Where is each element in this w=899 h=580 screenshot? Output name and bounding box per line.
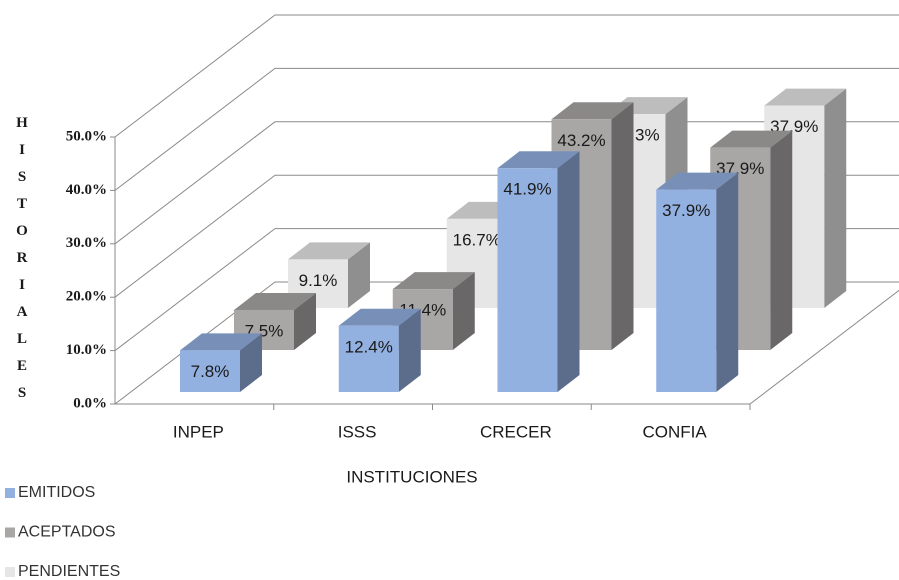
legend-label: ACEPTADOS xyxy=(18,524,116,541)
y-tick-label: 30.0% xyxy=(66,235,107,251)
bar-top xyxy=(234,292,316,310)
y-tick-label: 20.0% xyxy=(66,289,107,305)
bar xyxy=(338,308,421,392)
legend-swatch xyxy=(5,488,15,498)
bar-side xyxy=(557,151,580,392)
bar-top xyxy=(710,130,793,148)
bar-top xyxy=(392,272,475,290)
x-axis-title: INSTITUCIONES xyxy=(346,467,477,486)
data-label: 37.9% xyxy=(662,201,710,220)
data-label: 41.9% xyxy=(503,180,551,199)
bar-side xyxy=(294,292,316,350)
legend-label: PENDIENTES xyxy=(18,563,120,580)
bar-side xyxy=(452,272,475,350)
bar-front xyxy=(338,325,399,392)
bar-top xyxy=(497,151,580,169)
bar-top xyxy=(338,308,421,326)
bar-top xyxy=(180,333,262,351)
bar-side xyxy=(240,333,262,392)
grid-line xyxy=(114,121,899,245)
bar xyxy=(288,242,370,308)
x-tick-label: ISSS xyxy=(338,422,377,441)
bar-top xyxy=(656,172,739,190)
bar-side xyxy=(824,88,847,308)
data-label: 9.1% xyxy=(299,271,338,290)
grid-line xyxy=(114,14,899,138)
bar-front xyxy=(497,168,558,392)
data-label: 43.2% xyxy=(557,131,605,150)
bar-side xyxy=(770,130,793,350)
bar-top xyxy=(764,88,847,106)
grid-line xyxy=(114,67,899,191)
x-tick-label: CONFIA xyxy=(643,422,708,441)
data-label: 16.7% xyxy=(453,230,501,249)
bar-front xyxy=(656,189,717,392)
legend-swatch xyxy=(5,567,15,577)
y-tick-label: 50.0% xyxy=(66,128,107,144)
bar-side xyxy=(716,172,739,392)
data-label: 12.4% xyxy=(345,337,393,356)
y-tick-label: 10.0% xyxy=(66,342,107,358)
bar xyxy=(497,151,580,392)
data-label: 7.8% xyxy=(191,362,230,381)
bar-side xyxy=(398,308,421,392)
legend-swatch xyxy=(5,527,15,538)
bar xyxy=(234,292,316,350)
x-tick-label: CRECER xyxy=(480,422,552,441)
bar xyxy=(180,333,262,392)
bar xyxy=(656,172,739,392)
bar-side xyxy=(348,242,370,308)
bar-side xyxy=(611,102,634,350)
x-tick-label: INPEP xyxy=(173,422,224,441)
bar-top xyxy=(551,102,634,120)
y-tick-label: 0.0% xyxy=(73,395,107,411)
bar xyxy=(392,272,475,350)
bar-top xyxy=(288,242,370,260)
bar-front xyxy=(180,350,240,392)
y-tick-label: 40.0% xyxy=(66,182,107,198)
legend-label: EMITIDOS xyxy=(18,484,95,501)
